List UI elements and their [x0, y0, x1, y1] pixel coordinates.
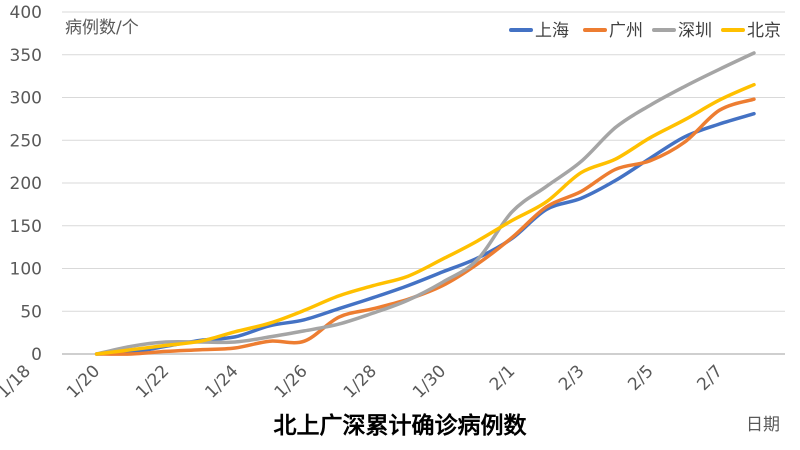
series-lines [94, 51, 756, 356]
legend-item: 北京 [721, 21, 781, 41]
y-tick-label: 400 [10, 3, 42, 23]
legend-label: 北京 [747, 21, 781, 41]
series-line [94, 97, 756, 356]
y-tick-label: 0 [31, 345, 42, 365]
legend-label: 广州 [609, 21, 643, 41]
x-tick-label: 2/3 [555, 361, 588, 394]
y-axis-label: 病例数/个 [65, 18, 139, 38]
y-tick-label: 200 [10, 174, 42, 194]
x-tick-label: 1/20 [63, 361, 104, 402]
y-tick-label: 100 [10, 260, 42, 280]
legend-label: 上海 [535, 21, 569, 41]
legend-item: 广州 [583, 21, 643, 41]
x-tick-label: 1/28 [340, 361, 381, 402]
y-tick-label: 300 [10, 89, 42, 109]
legend-item: 深圳 [652, 21, 712, 41]
y-tick-label: 350 [10, 46, 42, 66]
y-tick-label: 50 [20, 302, 42, 322]
x-axis-label: 日期 [746, 415, 780, 435]
x-tick-label: 2/7 [693, 361, 726, 394]
chart-title: 北上广深累计确诊病例数 [274, 412, 528, 439]
x-tick-label: 1/24 [201, 361, 242, 402]
series-line [94, 82, 756, 356]
x-tick-label: 1/18 [0, 361, 35, 402]
legend: 上海 广州 深圳 北京 [509, 21, 781, 41]
x-tick-label: 2/5 [624, 361, 657, 394]
series-line [94, 111, 756, 356]
y-tick-label: 150 [10, 217, 42, 237]
gridlines [62, 11, 785, 312]
y-tick-label: 250 [10, 131, 42, 151]
x-tick-label: 1/26 [271, 361, 312, 402]
x-tick-label: 2/1 [486, 361, 519, 394]
legend-item: 上海 [509, 21, 569, 41]
x-axis-ticks: 1/18 1/20 1/22 1/24 1/26 1/28 1/30 2/1 2/3 2/5 2/7 [0, 361, 727, 402]
y-axis-ticks: 0 50 100 150 200 250 300 350 400 [10, 3, 42, 365]
x-tick-label: 1/22 [132, 361, 173, 402]
x-tick-label: 1/30 [409, 361, 450, 402]
series-line [94, 51, 756, 356]
legend-label: 深圳 [678, 21, 712, 41]
